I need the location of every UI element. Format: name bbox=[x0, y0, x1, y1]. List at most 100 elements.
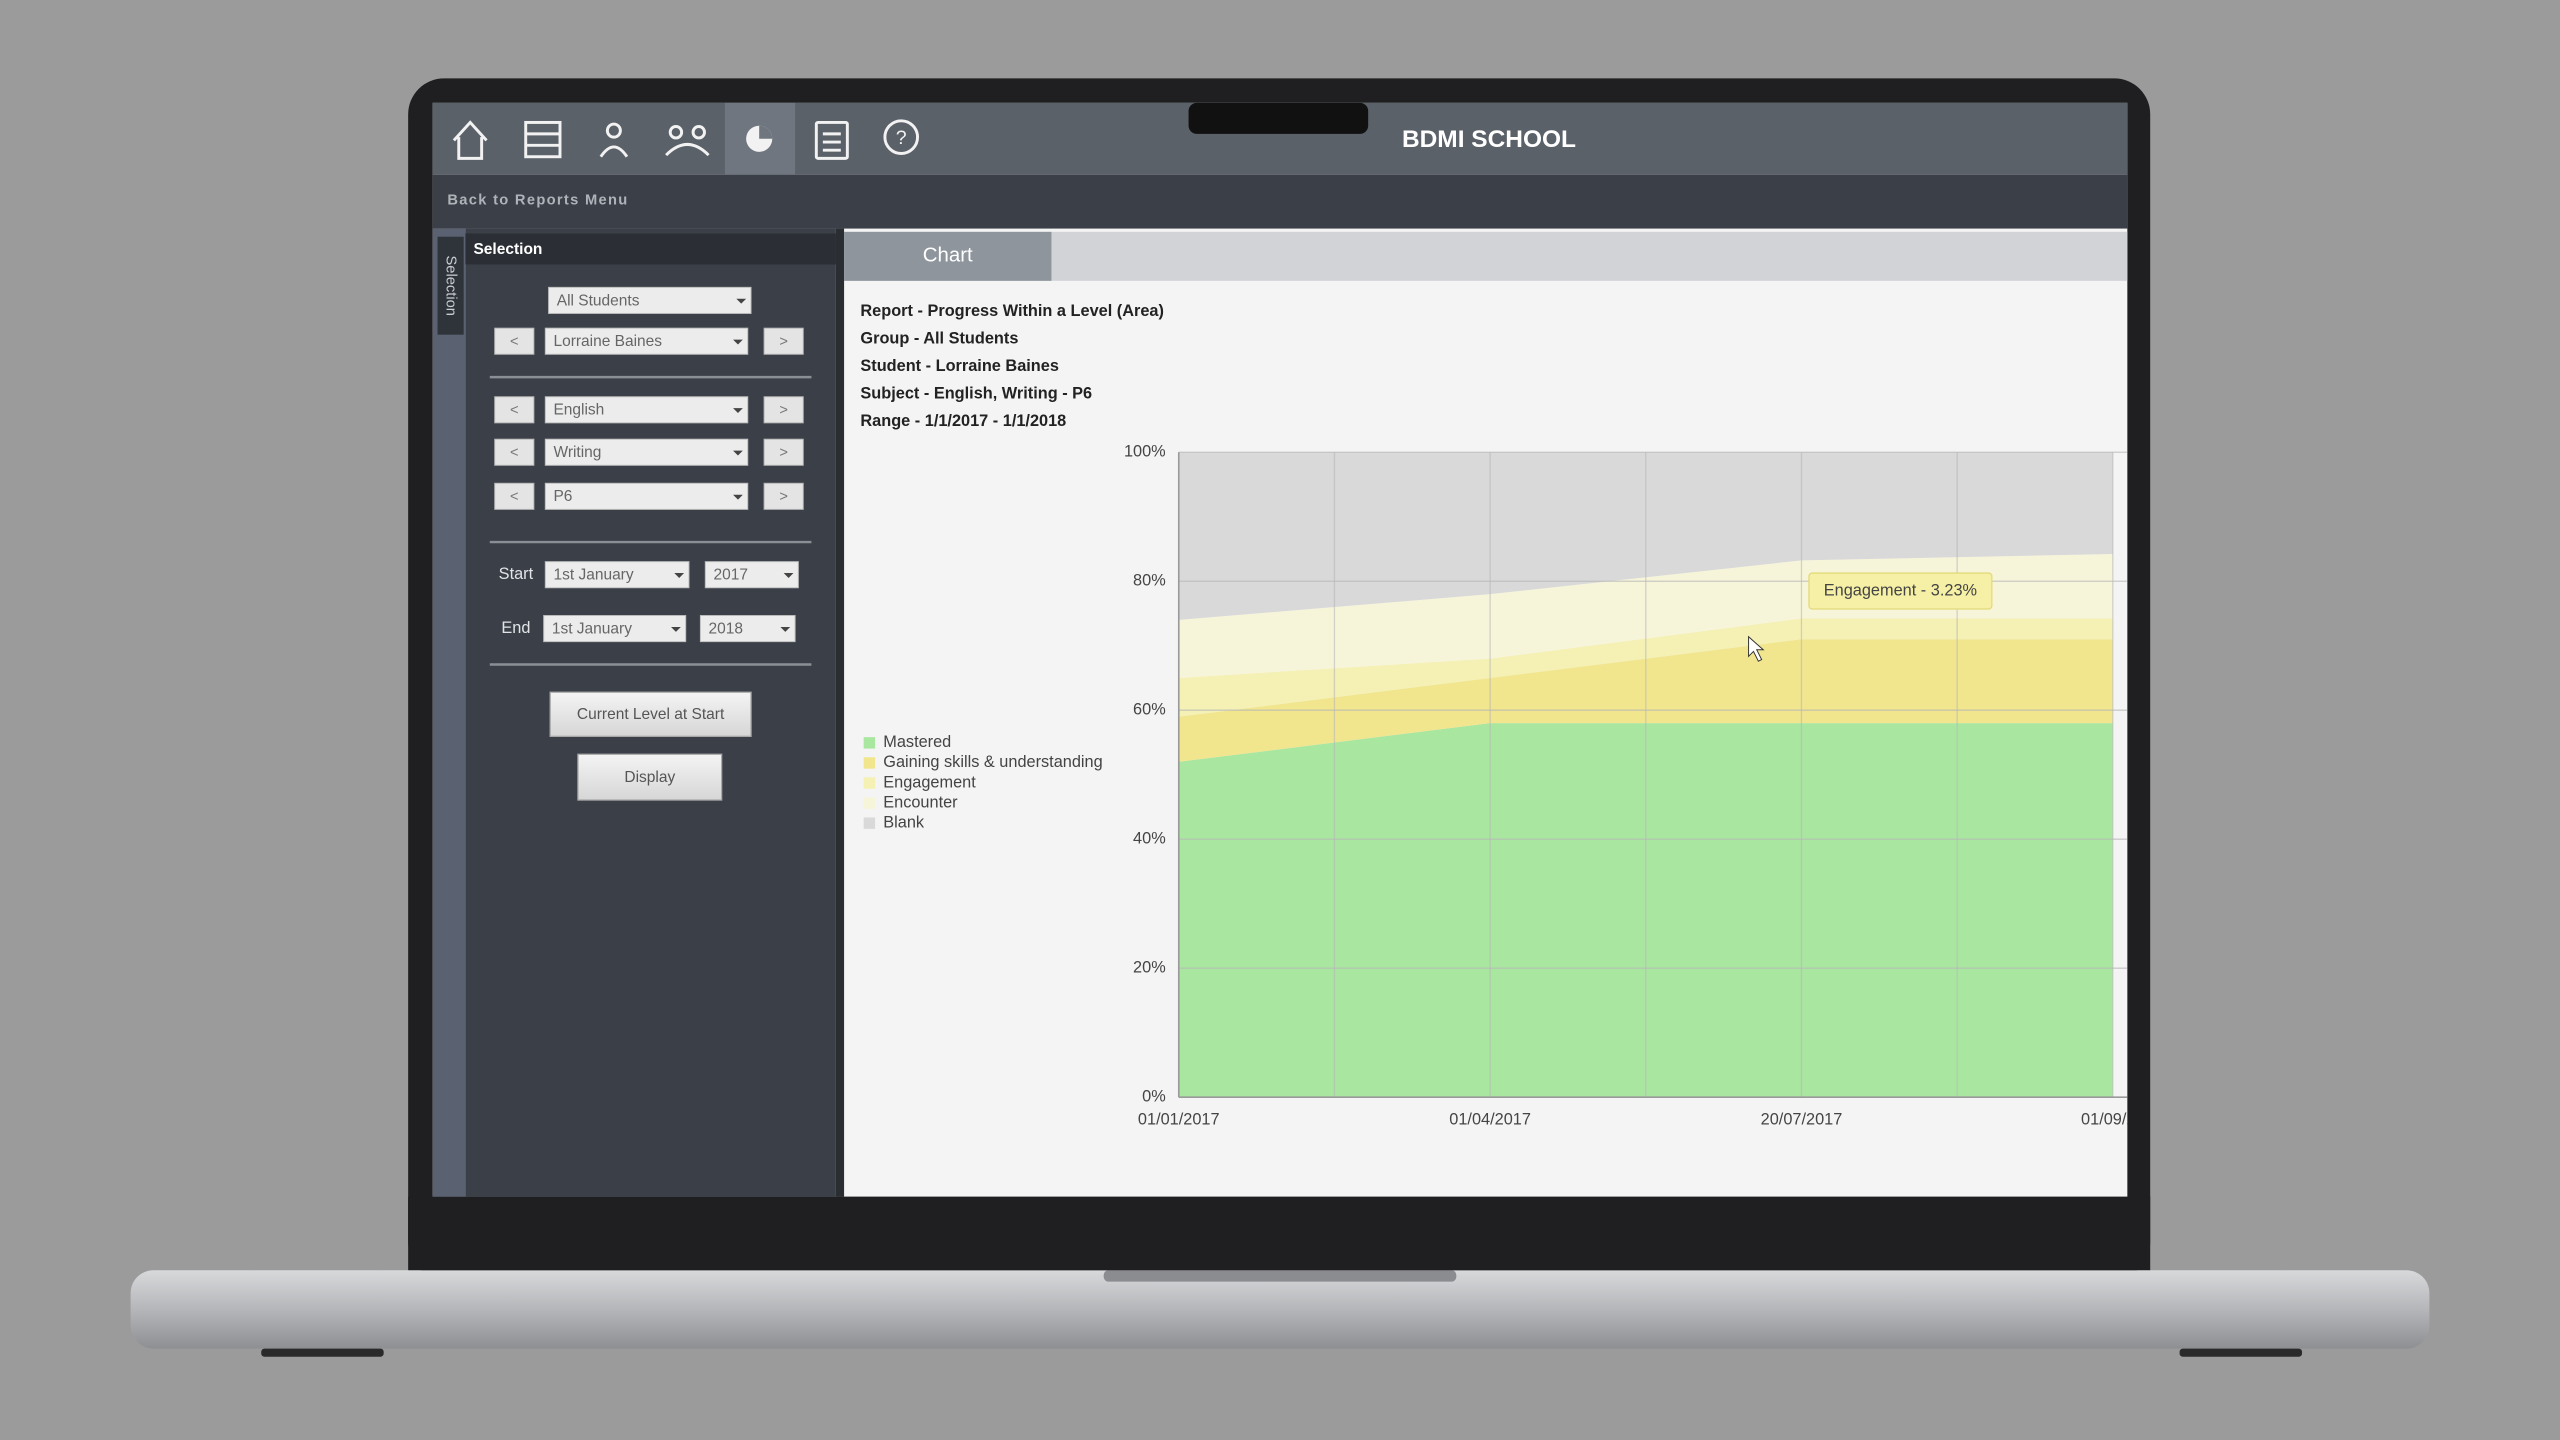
level-dropdown[interactable] bbox=[544, 482, 749, 510]
level-value: P6 bbox=[553, 488, 572, 505]
prev-label: < bbox=[510, 334, 519, 350]
dropdown-arrow bbox=[733, 494, 743, 500]
school-title: BDMI SCHOOL bbox=[1402, 126, 1576, 153]
group-icon[interactable] bbox=[691, 125, 706, 140]
legend-label: Blank bbox=[883, 813, 925, 831]
legend-swatch bbox=[863, 757, 876, 769]
next-button[interactable] bbox=[763, 327, 804, 355]
start-day: 1st January bbox=[553, 567, 633, 584]
dropdown-arrow bbox=[733, 339, 743, 345]
prev-label: < bbox=[510, 489, 519, 505]
y-tick-label: 100% bbox=[1124, 443, 1166, 461]
end-day-dropdown[interactable] bbox=[543, 615, 687, 643]
help-icon-mark: ? bbox=[896, 127, 907, 149]
student-icon-body bbox=[599, 145, 629, 158]
end-year-dropdown[interactable] bbox=[699, 615, 796, 643]
list-icon[interactable] bbox=[524, 120, 562, 159]
side-tab[interactable] bbox=[437, 236, 464, 335]
subject-dropdown[interactable] bbox=[544, 396, 749, 424]
area-series bbox=[1178, 618, 2113, 717]
nav-bar bbox=[432, 174, 2128, 229]
legend-swatch bbox=[863, 797, 876, 809]
x-tick-label: 20/07/2017 bbox=[1761, 1110, 1843, 1128]
report-info: Subject - English, Writing - P6 bbox=[860, 384, 1092, 402]
laptop-chin bbox=[408, 1196, 2151, 1271]
student-value: Lorraine Baines bbox=[553, 333, 662, 350]
prev-button[interactable] bbox=[494, 482, 535, 510]
sidebar-header bbox=[465, 233, 836, 265]
display-button[interactable] bbox=[577, 753, 723, 801]
prev-label: < bbox=[510, 445, 519, 461]
clipboard-lines bbox=[822, 132, 841, 152]
prev-button[interactable] bbox=[494, 327, 535, 355]
next-button[interactable] bbox=[763, 438, 804, 466]
laptop-base bbox=[130, 1270, 2430, 1349]
dropdown-arrow bbox=[671, 626, 681, 632]
group-icon-body bbox=[665, 143, 710, 157]
y-tick-label: 80% bbox=[1133, 572, 1166, 590]
prev-label: < bbox=[510, 402, 519, 418]
next-label: > bbox=[779, 334, 788, 350]
home-icon[interactable] bbox=[452, 120, 488, 160]
x-tick-label: 01/01/2017 bbox=[1138, 1110, 1220, 1128]
group-value: All Students bbox=[557, 292, 640, 309]
dropdown-arrow bbox=[674, 573, 685, 578]
next-label: > bbox=[779, 402, 788, 418]
start-year-dropdown[interactable] bbox=[704, 561, 799, 589]
dropdown-arrow bbox=[733, 450, 743, 456]
end-day: 1st January bbox=[552, 620, 632, 637]
laptop-notch bbox=[1103, 1270, 1457, 1282]
level-button[interactable] bbox=[549, 691, 752, 737]
start-label: Start bbox=[499, 565, 534, 583]
report-info: Report - Progress Within a Level (Area) bbox=[860, 302, 1164, 320]
legend-label: Encounter bbox=[883, 793, 958, 811]
chart-icon-slice bbox=[759, 125, 773, 139]
legend-swatch bbox=[863, 817, 876, 829]
end-year: 2018 bbox=[709, 620, 743, 637]
next-button[interactable] bbox=[763, 396, 804, 424]
prev-button[interactable] bbox=[494, 438, 535, 466]
report-info: Range - 1/1/2017 - 1/1/2018 bbox=[860, 412, 1066, 430]
prev-button[interactable] bbox=[494, 396, 535, 424]
side-tab-label[interactable]: Selection bbox=[443, 256, 459, 316]
splitter bbox=[835, 228, 845, 1197]
start-year: 2017 bbox=[713, 567, 747, 584]
chart-tab[interactable] bbox=[844, 231, 1052, 281]
dropdown-arrow bbox=[780, 626, 791, 632]
toolbar-icons[interactable]: ? bbox=[452, 119, 920, 160]
start-day-dropdown[interactable] bbox=[544, 561, 690, 589]
display-button-label: Display bbox=[624, 769, 675, 786]
legend-swatch bbox=[863, 737, 876, 749]
foot bbox=[2179, 1348, 2303, 1357]
legend-label: Mastered bbox=[883, 733, 951, 751]
plot-area: 01/01/2017 01/04/2017 20/07/2017 01/09/20 bbox=[1138, 451, 2128, 1128]
y-tick-label: 60% bbox=[1133, 701, 1166, 719]
next-label: > bbox=[779, 445, 788, 461]
area-dropdown[interactable] bbox=[544, 438, 749, 466]
group-dropdown[interactable] bbox=[548, 286, 752, 314]
chart: Report - Progress Within a Level (Area) G… bbox=[860, 302, 2128, 1128]
tooltip-box bbox=[1808, 572, 1993, 610]
side-strip bbox=[432, 228, 466, 1197]
tooltip-text: Engagement - 3.23% bbox=[1824, 581, 1977, 599]
student-icon[interactable] bbox=[605, 122, 622, 139]
foot bbox=[261, 1348, 384, 1357]
x-tick-label: 01/04/2017 bbox=[1449, 1110, 1531, 1128]
list-icon-lines bbox=[525, 132, 560, 147]
back-link[interactable]: Back to Reports Menu bbox=[447, 193, 628, 209]
clipboard-icon[interactable] bbox=[814, 120, 849, 160]
student-dropdown[interactable] bbox=[544, 327, 749, 355]
next-button[interactable] bbox=[763, 482, 804, 510]
chart-tab-label[interactable]: Chart bbox=[923, 245, 973, 267]
dropdown-arrow bbox=[733, 408, 743, 414]
y-tick-label: 0% bbox=[1142, 1087, 1166, 1105]
dropdown-arrow bbox=[736, 298, 747, 304]
help-icon[interactable] bbox=[883, 119, 920, 155]
subject-value: English bbox=[553, 402, 604, 419]
group-icon[interactable] bbox=[668, 125, 684, 140]
report-info: Group - All Students bbox=[860, 330, 1018, 348]
legend-swatch bbox=[863, 777, 876, 789]
legend-label: Gaining skills & understanding bbox=[883, 753, 1102, 771]
